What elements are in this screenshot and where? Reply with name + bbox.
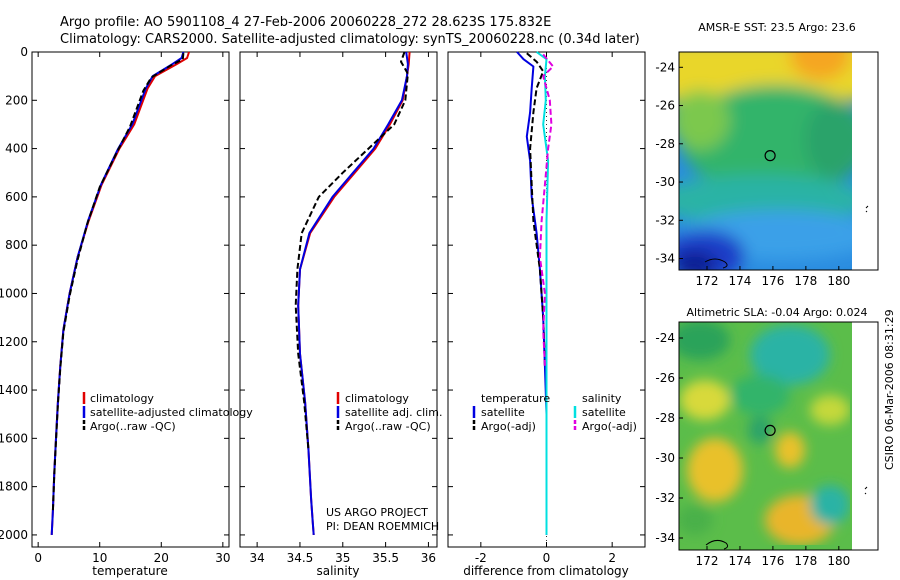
legend-label-argo: Argo(..raw -QC) bbox=[90, 420, 176, 433]
sst-lat-label: -28 bbox=[655, 137, 675, 151]
sst-map-title: AMSR-E SST: 23.5 Argo: 23.6 bbox=[698, 21, 856, 34]
temperature-axes bbox=[31, 51, 230, 548]
salinity-xtick-label: 34.5 bbox=[287, 551, 314, 565]
sla-lat-label: -28 bbox=[655, 411, 675, 425]
sst-lon-label: 180 bbox=[827, 274, 850, 288]
sla-field bbox=[679, 322, 852, 550]
sla-lat-label: -24 bbox=[655, 331, 675, 345]
sla-island-marks bbox=[864, 486, 868, 495]
salinity-xtick-label: 34 bbox=[249, 551, 264, 565]
sst-lon-label: 178 bbox=[794, 274, 817, 288]
difference-series-temperature-satellite bbox=[516, 51, 548, 535]
temperature-xlabel: temperature bbox=[92, 564, 167, 578]
salinity-legend: climatology satellite adj. clim. Argo(..… bbox=[336, 392, 442, 433]
depth-tick-label: 800 bbox=[5, 238, 28, 252]
legend-label-argo: Argo(..raw -QC) bbox=[345, 420, 431, 433]
salinity-xtick-label: 35.5 bbox=[372, 551, 399, 565]
sla-map-title: Altimetric SLA: -0.04 Argo: 0.024 bbox=[687, 306, 868, 319]
depth-tick-label: 1600 bbox=[0, 431, 28, 445]
sla-lon-label: 172 bbox=[696, 554, 719, 568]
sla-lon-label: 174 bbox=[729, 554, 752, 568]
salinity-xtick-label: 35 bbox=[335, 551, 350, 565]
sst-map-frame bbox=[678, 51, 879, 271]
axis-ticks: 0 10 20 30020040060080010001200140016001800… bbox=[0, 45, 645, 565]
temperature-xtick-label: 20 bbox=[154, 551, 169, 565]
difference-xtick-label: 2 bbox=[608, 551, 616, 565]
sst-lon-label: 176 bbox=[761, 274, 784, 288]
sst-lat-label: -34 bbox=[655, 252, 675, 266]
map-axis-ticks: 172 174 176 178 180 -24 -26 -28 -30 -32 -34 172 174 1… bbox=[655, 60, 850, 568]
sla-lat-label: -26 bbox=[655, 371, 675, 385]
sst-argo-location-marker bbox=[764, 150, 776, 162]
sla-coastline bbox=[705, 539, 729, 550]
temperature-series-satellite-adjusted-climatology bbox=[50, 51, 185, 535]
legend-label-climatology: climatology bbox=[345, 392, 409, 405]
sst-lat-label: -26 bbox=[655, 99, 675, 113]
temperature-series-climatology bbox=[50, 51, 190, 535]
legend-label-satellite: satellite adj. clim. bbox=[345, 406, 442, 419]
project-annotation: US ARGO PROJECT bbox=[326, 506, 428, 519]
sst-coastline bbox=[704, 258, 728, 269]
legend-label-sal-argo: Argo(-adj) bbox=[582, 420, 637, 433]
sla-lat-label: -30 bbox=[655, 451, 675, 465]
series-lines bbox=[50, 51, 555, 547]
temperature-series-argo-raw-qc- bbox=[51, 53, 185, 511]
depth-tick-label: 2000 bbox=[0, 528, 28, 542]
difference-series-salinity-satellite bbox=[536, 51, 550, 535]
salinity-series-satellite-adj-clim- bbox=[297, 51, 409, 535]
depth-tick-label: 1800 bbox=[0, 480, 28, 494]
salinity-series-climatology bbox=[297, 51, 411, 535]
depth-tick-label: 1400 bbox=[0, 383, 28, 397]
temperature-xtick-label: 30 bbox=[215, 551, 230, 565]
legend-label-climatology: climatology bbox=[90, 392, 154, 405]
sla-map: Altimetric SLA: -0.04 Argo: 0.024 bbox=[678, 306, 879, 551]
sla-lon-label: 176 bbox=[761, 554, 784, 568]
pi-annotation: PI: DEAN ROEMMICH bbox=[326, 520, 439, 533]
legend-label-satellite: satellite-adjusted climatology bbox=[90, 406, 253, 419]
difference-legend: temperature satellite Argo(-adj) salinit… bbox=[472, 392, 637, 433]
depth-tick-label: 1000 bbox=[0, 286, 28, 300]
sst-lat-label: -30 bbox=[655, 175, 675, 189]
depth-tick-label: 400 bbox=[5, 142, 28, 156]
sst-map: AMSR-E SST: 23.5 Argo: 23.6 bbox=[678, 21, 879, 271]
sla-lon-label: 180 bbox=[827, 554, 850, 568]
sla-lat-label: -34 bbox=[655, 531, 675, 545]
footer-stamp: CSIRO 06-Mar-2006 08:31:29 bbox=[883, 309, 896, 470]
temperature-xtick-label: 10 bbox=[92, 551, 107, 565]
difference-xtick-label: -2 bbox=[475, 551, 487, 565]
depth-tick-label: 600 bbox=[5, 190, 28, 204]
sst-field bbox=[679, 52, 852, 270]
legend-label-temp-argo: Argo(-adj) bbox=[481, 420, 536, 433]
sst-lat-label: -24 bbox=[655, 60, 675, 74]
sla-lon-label: 178 bbox=[794, 554, 817, 568]
sla-lat-label: -32 bbox=[655, 491, 675, 505]
sla-argo-location-marker bbox=[764, 424, 776, 436]
difference-xlabel: difference from climatology bbox=[463, 564, 629, 578]
salinity-xlabel: salinity bbox=[316, 564, 359, 578]
sla-map-frame bbox=[678, 321, 879, 551]
depth-tick-label: 1200 bbox=[0, 335, 28, 349]
depth-tick-label: 200 bbox=[5, 93, 28, 107]
salinity-series-argo-raw-qc- bbox=[294, 51, 409, 451]
difference-xtick-label: 0 bbox=[543, 551, 551, 565]
sst-lat-label: -32 bbox=[655, 213, 675, 227]
temperature-xtick-label: 0 bbox=[34, 551, 42, 565]
difference-series-temperature-argo-adj- bbox=[526, 52, 546, 366]
header-line-1: Argo profile: AO 5901108_4 27-Feb-2006 2… bbox=[60, 15, 551, 30]
salinity-xtick-label: 36 bbox=[421, 551, 436, 565]
legend-label-temp-satellite: satellite bbox=[481, 406, 525, 419]
sst-island-marks bbox=[865, 205, 869, 213]
salinity-axes bbox=[239, 51, 438, 548]
legend-title-temperature: temperature bbox=[481, 392, 550, 405]
sst-lon-label: 174 bbox=[729, 274, 752, 288]
legend-label-sal-satellite: satellite bbox=[582, 406, 626, 419]
header-line-2: Climatology: CARS2000. Satellite-adjuste… bbox=[60, 32, 640, 47]
legend-title-salinity: salinity bbox=[582, 392, 622, 405]
sst-lon-label: 172 bbox=[696, 274, 719, 288]
difference-series-salinity-argo-adj- bbox=[538, 53, 555, 366]
temperature-legend: climatology satellite-adjusted climatolo… bbox=[82, 392, 253, 433]
depth-tick-label: 0 bbox=[20, 45, 28, 59]
